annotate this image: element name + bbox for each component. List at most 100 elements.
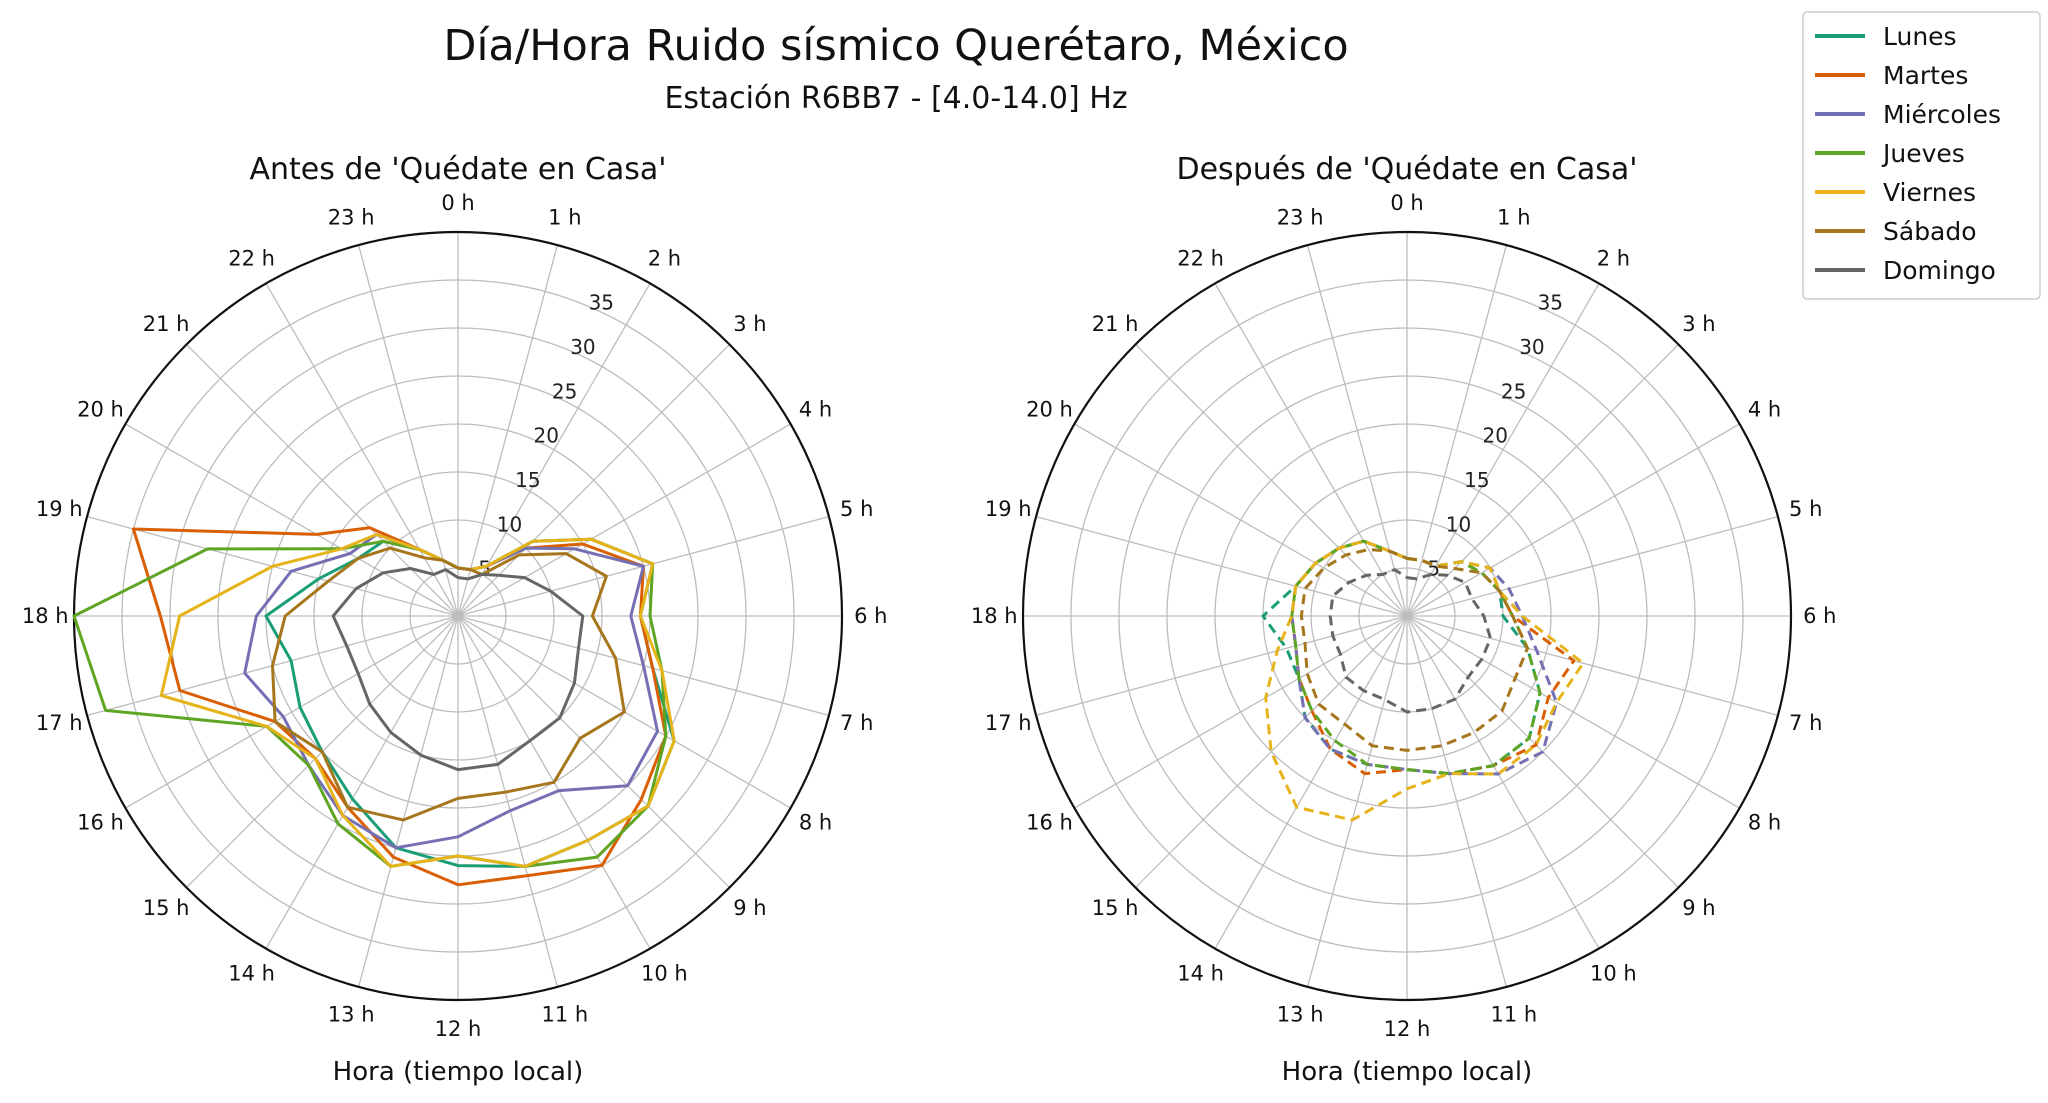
theta-label: 17 h	[36, 711, 83, 735]
theta-label: 4 h	[1748, 398, 1781, 422]
grid-spoke	[1135, 615, 1408, 888]
theta-label: 11 h	[541, 1003, 588, 1027]
panel-title: Después de 'Quédate en Casa'	[1176, 152, 1637, 187]
grid-spoke	[457, 283, 651, 617]
chart-subtitle: Estación R6BB7 - [4.0-14.0] Hz	[664, 81, 1127, 116]
series-line-domingo	[1328, 568, 1492, 714]
r-tick-label: 5	[1427, 557, 1440, 581]
r-tick-label: 35	[589, 291, 614, 315]
r-tick-label: 25	[552, 379, 577, 403]
theta-label: 4 h	[799, 398, 832, 422]
r-tick-label: 10	[497, 512, 522, 536]
theta-label: 1 h	[1497, 205, 1530, 229]
r-tick-label: 20	[533, 424, 558, 448]
grid-spoke	[125, 615, 459, 809]
grid-spoke	[186, 344, 459, 617]
panel-title: Antes de 'Quédate en Casa'	[249, 152, 666, 187]
r-tick-label: 20	[1482, 424, 1507, 448]
x-axis-label: Hora (tiempo local)	[1282, 1057, 1533, 1087]
grid-spoke	[1406, 615, 1600, 949]
grid-spoke	[1074, 615, 1408, 809]
theta-label: 20 h	[77, 398, 124, 422]
series-line-domingo	[331, 567, 585, 772]
r-tick-label: 10	[1446, 512, 1471, 536]
grid-spoke	[1035, 615, 1408, 717]
theta-label: 5 h	[1789, 497, 1822, 521]
legend-label-martes: Martes	[1883, 61, 1968, 90]
grid-spoke	[1406, 515, 1779, 617]
theta-label: 18 h	[22, 604, 69, 628]
grid-spoke	[357, 244, 459, 617]
legend-label-sabado: Sábado	[1883, 217, 1977, 246]
theta-label: 12 h	[435, 1017, 482, 1041]
theta-label: 2 h	[648, 247, 681, 271]
grid-spoke	[357, 615, 459, 988]
theta-label: 19 h	[985, 497, 1032, 521]
theta-label: 0 h	[1390, 191, 1423, 215]
theta-label: 22 h	[228, 247, 275, 271]
theta-label: 0 h	[441, 191, 474, 215]
grid-spoke	[265, 283, 459, 617]
grid-spoke	[1406, 615, 1508, 988]
theta-label: 11 h	[1490, 1003, 1537, 1027]
x-axis-label: Hora (tiempo local)	[333, 1057, 584, 1087]
legend-label-miercoles: Miércoles	[1883, 100, 2001, 129]
theta-label: 6 h	[854, 604, 887, 628]
theta-label: 13 h	[1277, 1003, 1324, 1027]
legend-label-jueves: Jueves	[1881, 139, 1965, 168]
polar-frame	[1021, 230, 1793, 1002]
grid-spoke	[457, 615, 559, 988]
theta-label: 15 h	[1092, 896, 1139, 920]
r-tick-label: 15	[515, 468, 540, 492]
grid-spoke	[1306, 615, 1408, 988]
theta-label: 6 h	[1803, 604, 1836, 628]
legend: Lunes Martes Miércoles Jueves Viernes Sábado D…	[1802, 11, 2041, 300]
r-tick-label: 30	[570, 335, 595, 359]
series-line-jueves	[1290, 539, 1542, 776]
grid-spoke	[1214, 283, 1408, 617]
grid-spoke	[1074, 423, 1408, 617]
theta-label: 3 h	[1682, 312, 1715, 336]
grid-spoke	[1406, 283, 1600, 617]
r-tick-label: 15	[1464, 468, 1489, 492]
panel-after: 510 15 20 25 30 35 0 h 1 h 2 h 3 h 4 h 5 h 6 h 7 h 8 h…	[971, 152, 1837, 1087]
theta-label: 14 h	[228, 961, 275, 985]
theta-label: 16 h	[1026, 810, 1073, 834]
grid-spoke	[457, 615, 730, 888]
theta-label: 14 h	[1177, 961, 1224, 985]
grid-spoke	[1406, 615, 1740, 809]
chart-title: Día/Hora Ruido sísmico Querétaro, México	[443, 21, 1348, 71]
legend-label-domingo: Domingo	[1883, 256, 1996, 285]
theta-label: 21 h	[143, 312, 190, 336]
grid-spoke	[1035, 515, 1408, 617]
theta-label: 10 h	[1590, 961, 1637, 985]
theta-label: 20 h	[1026, 398, 1073, 422]
series-line-miercoles	[243, 533, 659, 850]
theta-label: 18 h	[971, 604, 1018, 628]
legend-label-viernes: Viernes	[1883, 178, 1976, 207]
theta-label: 7 h	[840, 711, 873, 735]
legend-box	[1802, 11, 2041, 300]
theta-label: 15 h	[143, 896, 190, 920]
theta-label: 5 h	[840, 497, 873, 521]
grid-spoke	[457, 244, 559, 617]
theta-label: 16 h	[77, 810, 124, 834]
grid-spoke	[1406, 423, 1740, 617]
theta-label: 12 h	[1384, 1017, 1431, 1041]
grid-spoke	[265, 615, 459, 949]
theta-label: 22 h	[1177, 247, 1224, 271]
theta-label: 23 h	[1277, 205, 1324, 229]
grid-spoke	[1214, 615, 1408, 949]
theta-label: 3 h	[733, 312, 766, 336]
r-tick-label: 35	[1538, 291, 1563, 315]
grid-spoke	[457, 423, 791, 617]
grid-spoke	[125, 423, 459, 617]
theta-label: 8 h	[1748, 810, 1781, 834]
grid-spoke	[1406, 244, 1508, 617]
series-line-viernes	[1264, 539, 1585, 822]
series-line-sabado	[271, 546, 626, 822]
grid-spoke	[457, 344, 730, 617]
theta-label: 19 h	[36, 497, 83, 521]
